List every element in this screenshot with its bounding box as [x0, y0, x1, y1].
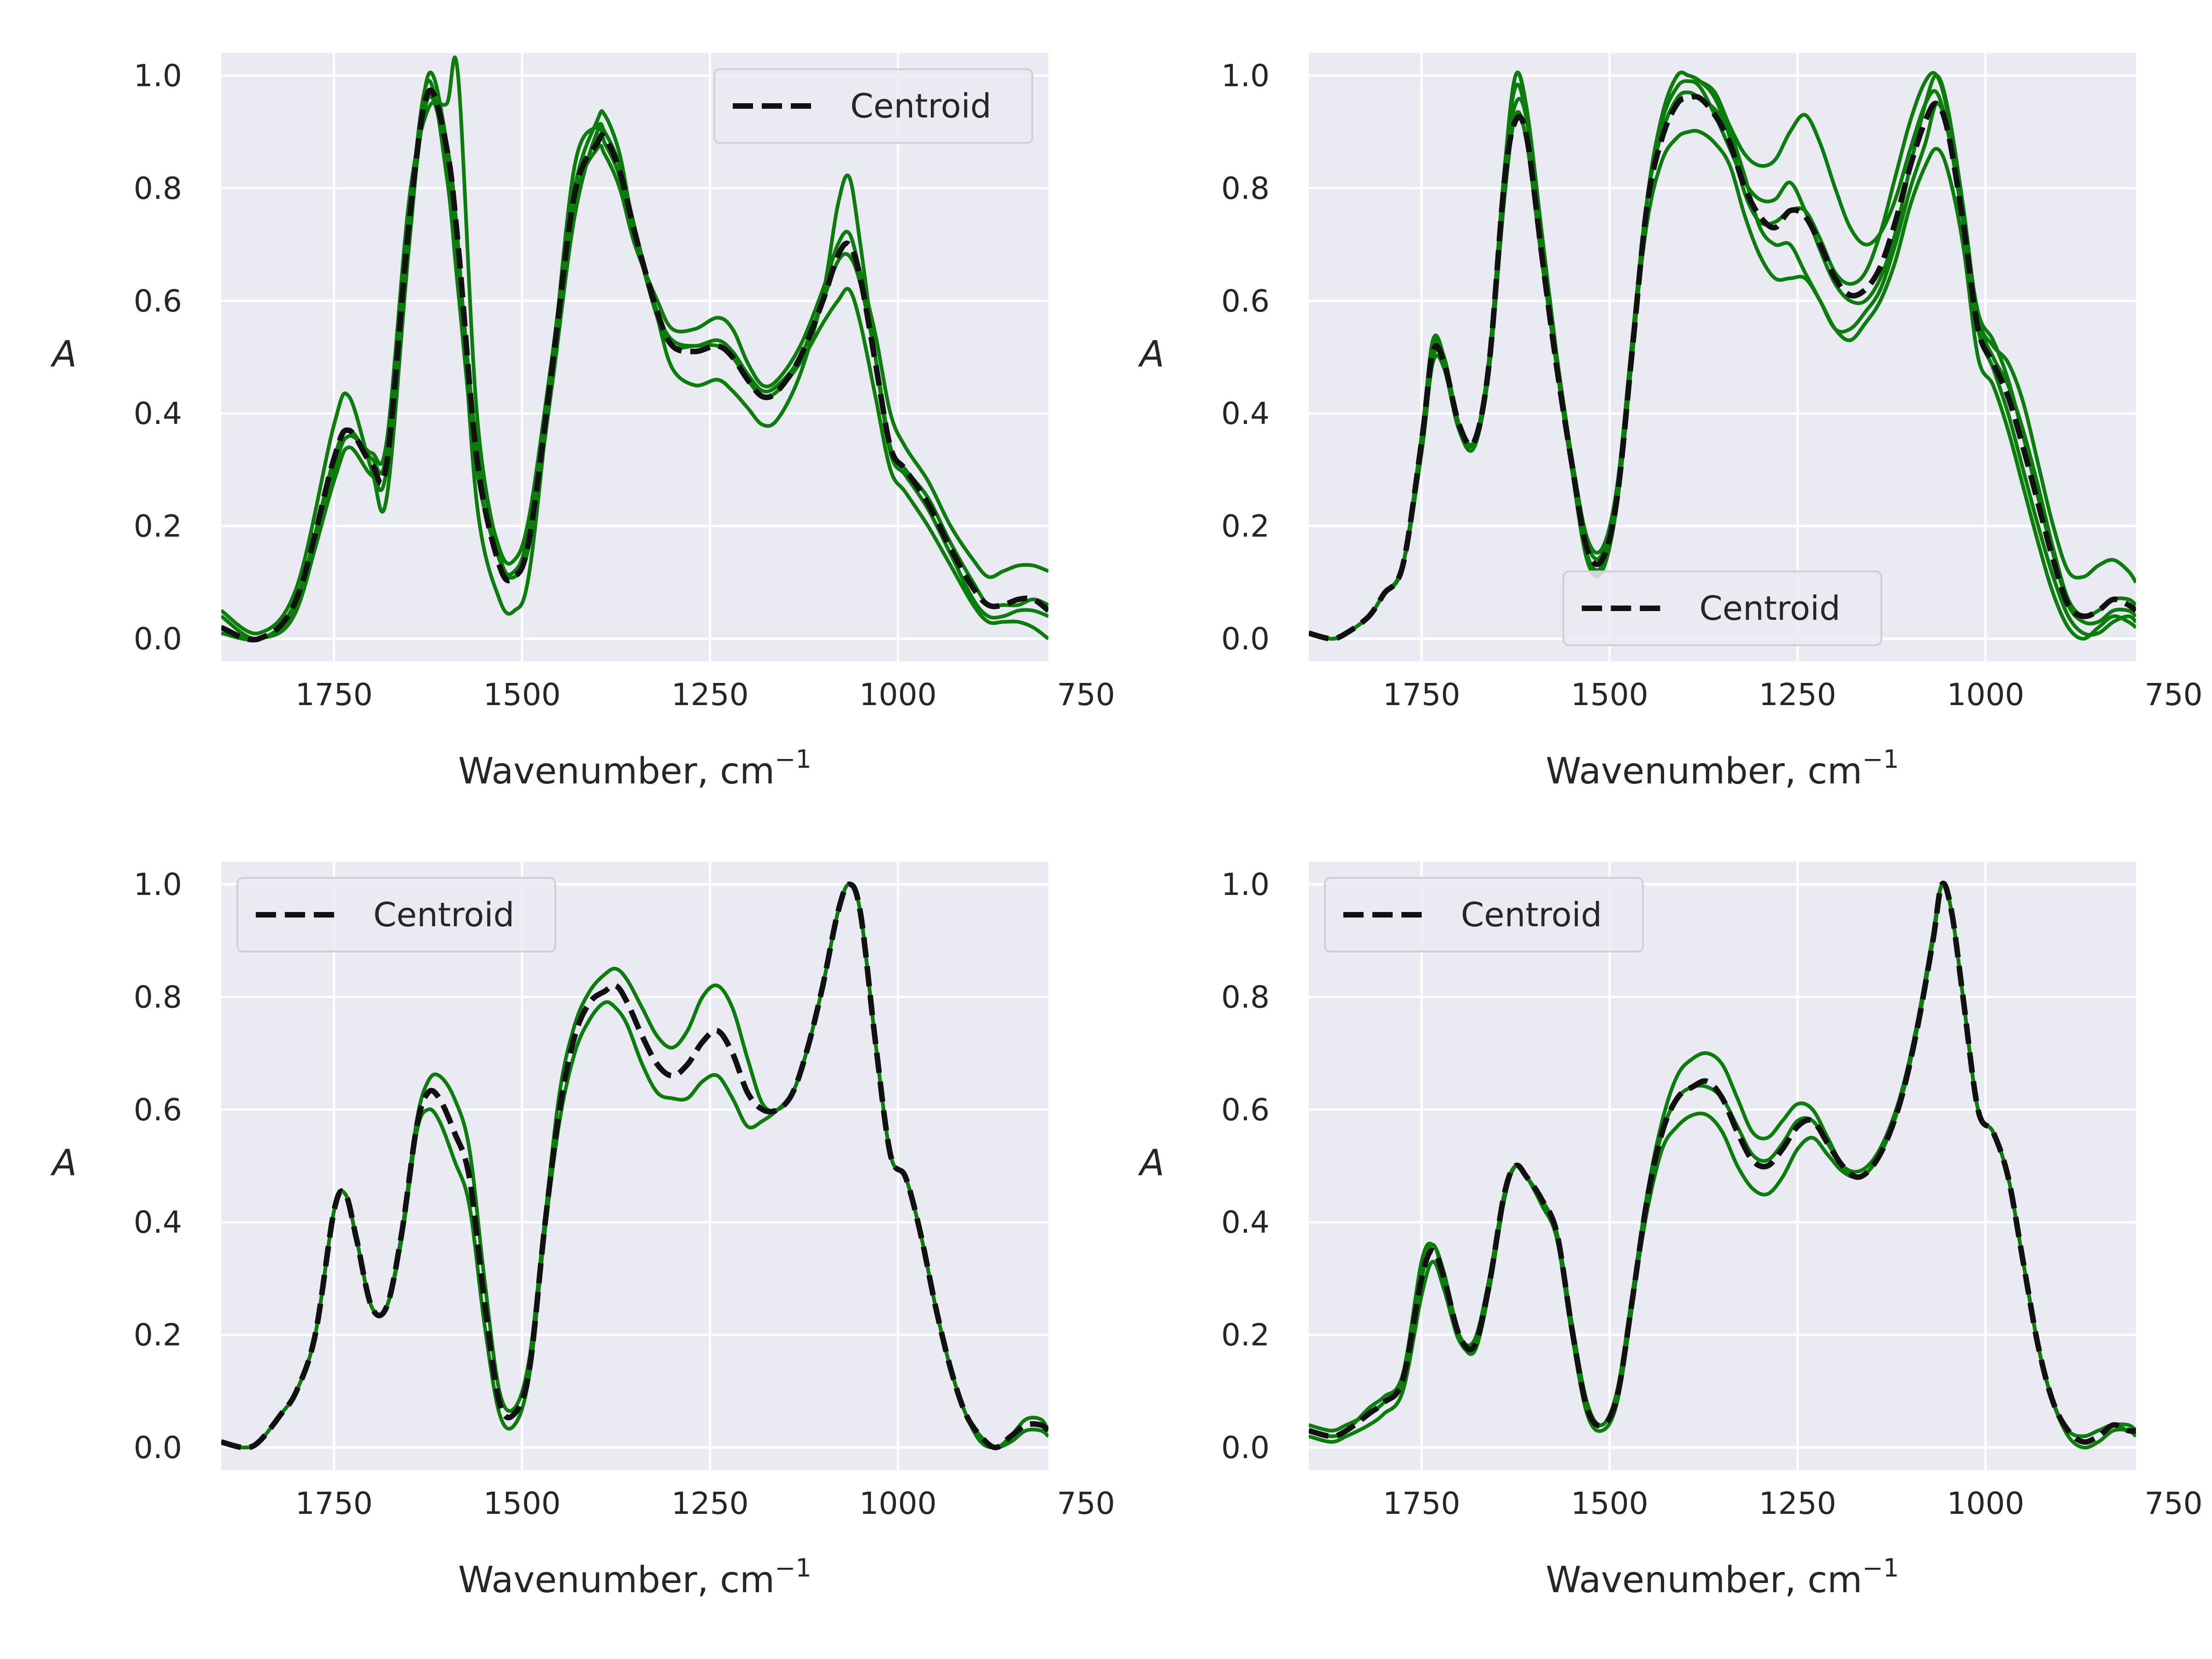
legend-box — [1324, 877, 1644, 953]
y-tick-label: 0.6 — [134, 283, 182, 319]
y-tick-label: 1.0 — [134, 867, 182, 902]
y-tick-label: 0.4 — [1221, 1205, 1270, 1240]
series-group — [1309, 881, 2136, 1450]
x-tick-label: 1500 — [483, 1486, 561, 1521]
x-axis-label: Wavenumber, cm−1 — [458, 1553, 812, 1601]
x-tick-label: 1750 — [295, 677, 373, 712]
y-tick-label: 0.0 — [134, 621, 182, 657]
y-tick-label: 0.6 — [134, 1092, 182, 1128]
series-group — [221, 55, 1048, 643]
x-tick-label: 1250 — [671, 1486, 749, 1521]
y-axis-label: A — [50, 1142, 76, 1184]
legend-box — [713, 68, 1033, 144]
x-axis-label: Wavenumber, cm−1 — [458, 745, 812, 792]
series-group — [1309, 71, 2136, 642]
panel-2: 1750 1500 1250 1000 750 0.0 0.2 0.4 0.6 0.8 1.0 Wav… — [1137, 53, 2203, 792]
legend-label: Centroid — [850, 87, 991, 125]
legend-box — [236, 877, 556, 953]
legend: Centroid — [1324, 877, 1644, 953]
x-tick-label: 750 — [1057, 1486, 1115, 1521]
y-tick-label: 0.0 — [1221, 1430, 1270, 1465]
x-tick-label: 1250 — [1759, 677, 1836, 712]
x-tick-label: 750 — [2145, 1486, 2203, 1521]
y-tick-label: 0.4 — [1221, 396, 1270, 431]
y-tick-label: 0.8 — [1221, 171, 1270, 206]
y-tick-label: 1.0 — [1221, 867, 1270, 902]
y-axis-label: A — [1137, 1142, 1164, 1184]
x-tick-label: 1000 — [859, 677, 937, 712]
y-tick-label: 0.0 — [1221, 621, 1270, 657]
y-tick-label: 1.0 — [1221, 58, 1270, 94]
plot-area — [221, 53, 1048, 661]
centroid-line — [1309, 881, 2136, 1445]
x-tick-label: 1000 — [859, 1486, 937, 1521]
y-tick-label: 1.0 — [134, 58, 182, 94]
y-tick-label: 0.8 — [134, 979, 182, 1015]
y-tick-label: 0.6 — [1221, 1092, 1270, 1128]
plot-area — [1309, 862, 2136, 1470]
y-tick-label: 0.2 — [1221, 1318, 1270, 1353]
x-tick-label: 750 — [2145, 677, 2203, 712]
spectrum-line — [1309, 71, 2136, 641]
centroid-line — [1309, 94, 2136, 642]
x-tick-label: 1750 — [1383, 1486, 1460, 1521]
plot-area — [221, 862, 1048, 1470]
x-axis-label: Wavenumber, cm−1 — [1546, 1553, 1899, 1601]
x-tick-label: 1750 — [1383, 677, 1460, 712]
y-tick-label: 0.4 — [134, 396, 182, 431]
legend: Centroid — [713, 68, 1033, 144]
y-axis-label: A — [1137, 334, 1164, 375]
spectrum-line — [1309, 110, 2136, 641]
panel-1: 1750 1500 1250 1000 750 0.0 0.2 0.4 0.6 0.8 1.0 Wav… — [50, 53, 1115, 792]
y-axis-label: A — [50, 334, 76, 375]
x-tick-label: 1750 — [295, 1486, 373, 1521]
x-tick-label: 1500 — [1571, 1486, 1648, 1521]
x-tick-label: 1000 — [1947, 677, 2024, 712]
centroid-line — [221, 881, 1048, 1451]
x-tick-label: 1250 — [1759, 1486, 1836, 1521]
y-tick-label: 0.4 — [134, 1205, 182, 1240]
x-tick-label: 1000 — [1947, 1486, 2024, 1521]
panel-3: 1750 1500 1250 1000 750 0.0 0.2 0.4 0.6 0.8 1.0 Wav… — [50, 862, 1115, 1601]
y-tick-label: 0.8 — [134, 171, 182, 206]
legend-label: Centroid — [373, 895, 514, 934]
x-tick-label: 1500 — [1571, 677, 1648, 712]
y-tick-label: 0.0 — [134, 1430, 182, 1465]
y-tick-label: 0.2 — [134, 509, 182, 544]
legend: Centroid — [236, 877, 556, 953]
y-tick-label: 0.2 — [134, 1318, 182, 1353]
legend-box — [1562, 571, 1883, 646]
spectrum-line — [221, 71, 1048, 635]
panel-4: 1750 1500 1250 1000 750 0.0 0.2 0.4 0.6 0.8 1.0 Wav… — [1137, 862, 2203, 1601]
y-tick-label: 0.2 — [1221, 509, 1270, 544]
x-tick-label: 1250 — [671, 677, 749, 712]
y-tick-label: 0.6 — [1221, 283, 1270, 319]
centroid-line — [221, 88, 1048, 643]
x-tick-label: 750 — [1057, 677, 1115, 712]
x-axis-label: Wavenumber, cm−1 — [1546, 745, 1899, 792]
series-group — [221, 881, 1048, 1451]
legend: Centroid — [1562, 571, 1883, 646]
y-tick-label: 0.8 — [1221, 979, 1270, 1015]
legend-label: Centroid — [1700, 589, 1841, 628]
x-tick-label: 1500 — [483, 677, 561, 712]
legend-label: Centroid — [1461, 895, 1602, 934]
